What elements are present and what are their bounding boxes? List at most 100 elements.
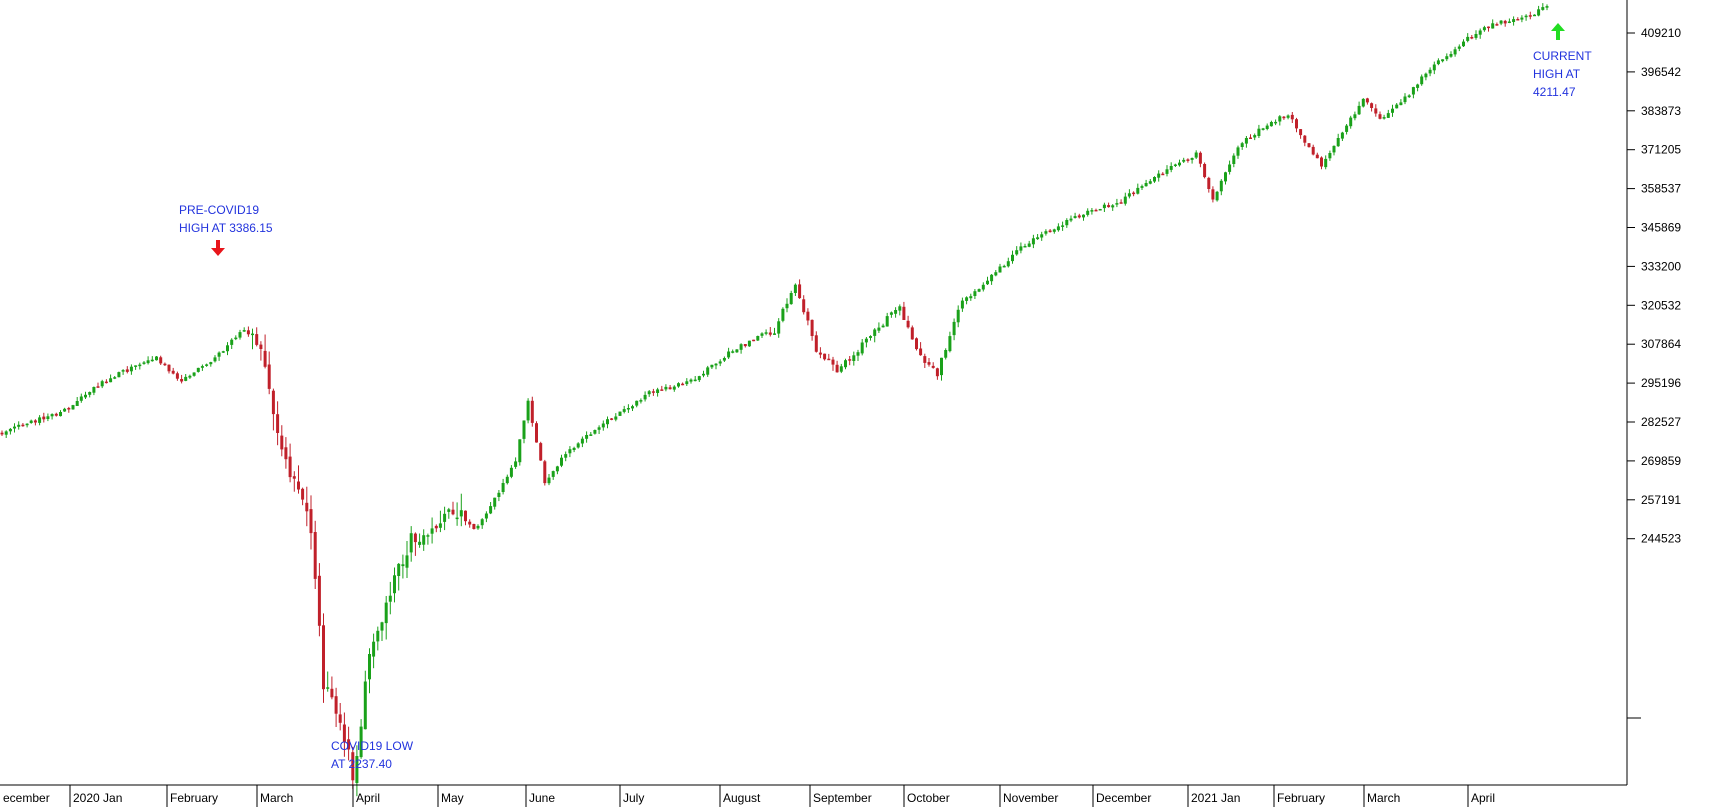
annotation-covid-low-line1: COVID19 LOW: [331, 739, 414, 753]
candle-body: [668, 387, 672, 390]
candle-body: [1420, 76, 1424, 85]
candle-body: [1541, 7, 1545, 10]
candle-body: [505, 476, 509, 484]
candle-body: [447, 509, 451, 512]
candle-body: [752, 339, 756, 342]
candle-body: [1077, 215, 1081, 218]
candle-body: [1395, 104, 1399, 109]
candle-body: [1102, 204, 1106, 209]
candle-body: [656, 389, 660, 393]
candle-body: [1545, 6, 1549, 8]
candle-body: [731, 351, 735, 353]
candle-body: [1211, 189, 1215, 200]
candle-body: [760, 333, 764, 336]
candle-body: [1253, 135, 1257, 138]
candle-body: [631, 406, 634, 409]
candle-body: [221, 351, 225, 353]
candle-body: [927, 362, 931, 365]
candle-body: [413, 533, 417, 543]
candle-body: [885, 316, 889, 327]
candle-body: [597, 427, 601, 430]
candle-body: [1040, 234, 1044, 238]
candle-body: [1257, 128, 1261, 136]
candle-body: [802, 299, 806, 313]
candle-body: [63, 408, 67, 412]
candle-body: [1153, 177, 1156, 182]
candle-body: [79, 396, 83, 401]
candle-body: [555, 466, 559, 472]
candle-body: [217, 352, 221, 357]
candle-body: [535, 423, 538, 443]
candle-body: [159, 357, 163, 364]
candle-body: [1457, 46, 1461, 49]
candle-body: [986, 280, 989, 285]
candle-body: [1061, 225, 1065, 227]
candle-body: [347, 739, 351, 750]
candle-body: [1236, 147, 1240, 156]
candle-body: [789, 293, 793, 305]
candle-body: [384, 602, 388, 624]
candle-body: [438, 523, 442, 528]
annotation-current-line1: CURRENT: [1533, 49, 1592, 63]
annotation-covid-low-line2: AT 2237.40: [331, 757, 392, 771]
y-tick-label: 409210: [1641, 26, 1681, 40]
candle-body: [1307, 143, 1311, 148]
candle-body: [952, 321, 956, 336]
candle-body: [104, 381, 108, 384]
candle-body: [894, 310, 898, 314]
candle-body: [1503, 20, 1507, 24]
candle-body: [29, 420, 33, 423]
candle-body: [109, 378, 113, 383]
candle-body: [1520, 17, 1524, 20]
candle-body: [956, 309, 960, 323]
candle-body: [134, 365, 138, 367]
candle-body: [163, 363, 167, 366]
candle-body: [84, 394, 87, 398]
candle-body: [263, 350, 267, 367]
candle-body: [330, 688, 334, 698]
candle-body: [831, 359, 835, 365]
candle-body: [998, 266, 1002, 273]
annotation-current-line3: 4211.47: [1533, 85, 1576, 99]
candle-body: [739, 344, 743, 350]
candle-body: [960, 300, 964, 309]
candle-body: [1386, 113, 1390, 118]
y-tick-label: 295196: [1641, 376, 1681, 390]
y-tick-label: 358537: [1641, 182, 1681, 196]
y-tick-label: 345869: [1641, 221, 1681, 235]
candle-body: [722, 358, 726, 361]
candle-body: [121, 370, 125, 372]
candle-body: [1516, 19, 1520, 21]
candle-body: [1361, 98, 1365, 107]
candle-body: [484, 513, 488, 519]
candle-body: [823, 353, 827, 360]
candle-body: [1495, 24, 1499, 26]
x-tick-label: 2021 Jan: [1191, 791, 1240, 805]
x-tick-label: February: [1277, 791, 1325, 805]
x-axis: ecember 2020 Jan February March April May June…: [3, 785, 1495, 807]
candle-body: [17, 424, 21, 427]
candle-body: [33, 420, 37, 423]
candle-body: [1432, 64, 1436, 71]
candle-body: [234, 337, 238, 340]
annotation-current-line2: HIGH AT: [1533, 67, 1581, 81]
x-tick-label: 2020 Jan: [73, 791, 122, 805]
candle-body: [1157, 173, 1161, 178]
candle-body: [1349, 117, 1353, 127]
candle-body: [1478, 30, 1482, 35]
candle-body: [522, 420, 526, 439]
candle-body: [1512, 19, 1516, 22]
x-tick-label: ecember: [3, 791, 50, 805]
candle-body: [251, 333, 254, 336]
candle-body: [873, 329, 877, 336]
candle-body: [1169, 166, 1173, 170]
candle-body: [735, 349, 739, 353]
candle-body: [1382, 117, 1386, 119]
candle-body: [125, 369, 129, 372]
y-tick-label: 307864: [1641, 337, 1681, 351]
candle-body: [1533, 14, 1536, 17]
candle-body: [171, 370, 175, 374]
candle-body: [547, 477, 551, 484]
candle-body: [1474, 34, 1478, 38]
candle-body: [13, 426, 16, 429]
